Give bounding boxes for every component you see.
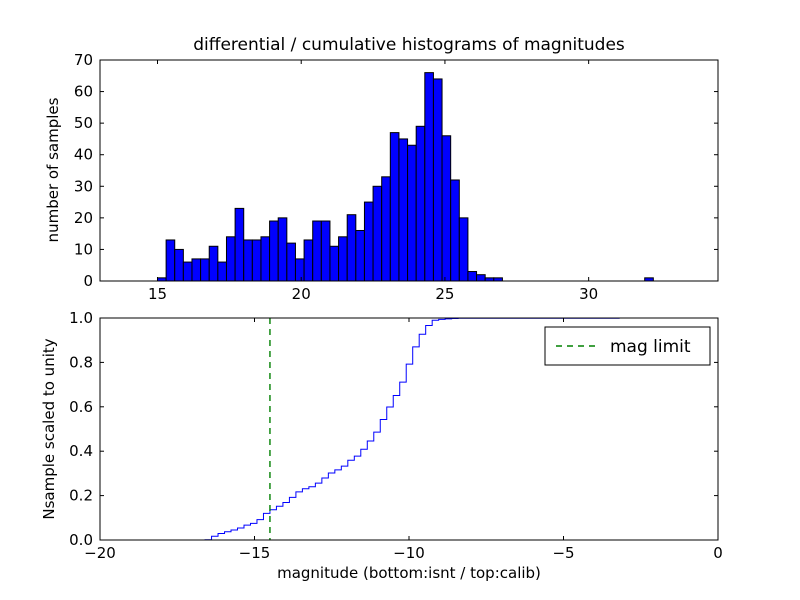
histogram-bar xyxy=(381,176,391,282)
y-tick-label: 1.0 xyxy=(69,309,93,327)
bottom-ylabel: Nsample scaled to unity xyxy=(40,338,58,519)
bottom-chart: −20 −15 −10 −5 0 0.0 0.2 0.4 0.6 0.8 1.0 mag limit… xyxy=(40,309,723,582)
top-chart: 15 20 25 30 0 10 20 30 40 50 60 70 differential / c… xyxy=(44,35,719,303)
cumulative-line xyxy=(204,317,626,541)
histogram-bar xyxy=(407,144,417,282)
x-tick-label: 20 xyxy=(292,285,311,303)
histogram-bar xyxy=(286,242,296,282)
histogram-bar xyxy=(303,239,314,282)
histogram-bar xyxy=(450,179,460,282)
histogram-bar xyxy=(329,245,340,282)
histogram-bar xyxy=(363,201,374,282)
histogram-bar xyxy=(338,236,348,282)
histogram-bar xyxy=(346,214,357,282)
histogram-bar xyxy=(372,185,383,282)
legend-label: mag limit xyxy=(610,337,691,357)
bottom-axis-tick-labels: −20 −15 −10 −5 0 0.0 0.2 0.4 0.6 0.8 1.0 xyxy=(69,309,723,562)
y-tick-label: 0.8 xyxy=(69,353,93,371)
histogram-bar xyxy=(355,229,365,282)
y-tick-label: 10 xyxy=(74,240,93,258)
top-ylabel: number of samples xyxy=(44,97,62,242)
histogram-bar xyxy=(182,261,193,282)
histogram-bar xyxy=(200,258,210,282)
x-tick-label: −15 xyxy=(239,544,271,562)
x-tick-label: −20 xyxy=(84,544,116,562)
histogram-bar xyxy=(269,220,279,282)
chart-title: differential / cumulative histograms of … xyxy=(193,35,625,55)
histogram-bar xyxy=(208,245,219,282)
y-tick-label: 0.6 xyxy=(69,398,93,416)
x-tick-label: −10 xyxy=(393,544,425,562)
histogram-bar xyxy=(277,217,288,282)
histogram-bar xyxy=(234,207,245,282)
x-tick-label: 0 xyxy=(713,544,723,562)
y-tick-label: 0 xyxy=(83,272,93,290)
x-tick-label: 30 xyxy=(579,285,598,303)
histogram-bar xyxy=(260,236,271,282)
bottom-axes-frame xyxy=(99,317,719,541)
y-tick-label: 0.2 xyxy=(69,487,93,505)
y-tick-label: 70 xyxy=(74,51,93,69)
histogram-bar xyxy=(476,274,486,282)
histogram-bar xyxy=(225,236,236,282)
histogram-bar xyxy=(312,220,322,282)
histogram-bar xyxy=(415,125,426,282)
y-tick-label: 0.4 xyxy=(69,442,93,460)
top-axes-frame xyxy=(99,59,719,282)
x-tick-label: 25 xyxy=(435,285,454,303)
y-tick-label: 30 xyxy=(74,177,93,195)
y-tick-label: 60 xyxy=(74,83,93,101)
y-tick-label: 50 xyxy=(74,114,93,132)
histogram-bar xyxy=(432,78,443,282)
histogram-bars xyxy=(156,72,654,282)
histogram-bar xyxy=(191,258,202,282)
x-tick-label: 15 xyxy=(148,285,167,303)
histogram-bar xyxy=(217,261,227,282)
histogram-bar xyxy=(398,138,409,282)
legend: mag limit xyxy=(544,326,711,366)
top-axis-tick-labels: 15 20 25 30 0 10 20 30 40 50 60 70 xyxy=(74,51,598,303)
histogram-bar xyxy=(467,271,478,282)
y-tick-label: 40 xyxy=(74,146,93,164)
histogram-bar xyxy=(243,239,253,282)
histogram-bar xyxy=(441,135,452,282)
histogram-bar xyxy=(174,248,184,282)
y-tick-label: 0.0 xyxy=(69,531,93,549)
histogram-bar xyxy=(320,220,331,282)
x-tick-label: −5 xyxy=(552,544,574,562)
histogram-bar xyxy=(458,217,469,282)
histogram-bar xyxy=(424,72,434,282)
histogram-bar xyxy=(165,239,176,282)
histogram-bar xyxy=(294,258,305,282)
histogram-bar xyxy=(251,239,262,282)
y-tick-label: 20 xyxy=(74,209,93,227)
xlabel: magnitude (bottom:isnt / top:calib) xyxy=(277,564,541,582)
histogram-bar xyxy=(389,132,400,282)
